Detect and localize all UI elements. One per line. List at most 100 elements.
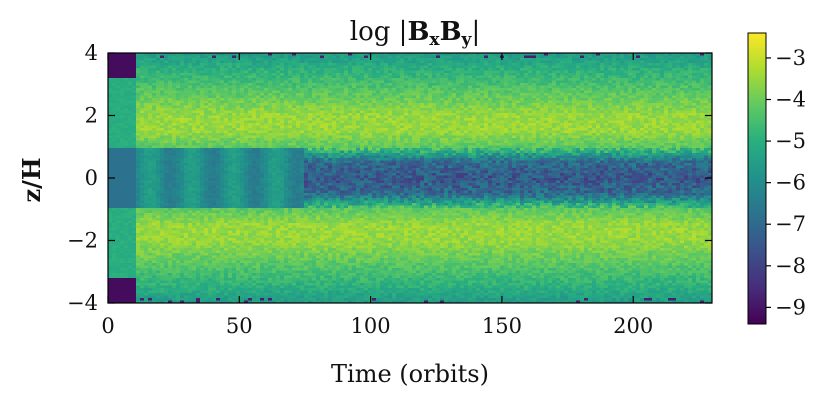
- heatmap-cell: [368, 78, 373, 82]
- heatmap-cell: [360, 53, 365, 57]
- heatmap-cell: [416, 65, 421, 69]
- heatmap-cell: [608, 65, 613, 69]
- heatmap-cell: [540, 88, 545, 92]
- heatmap-cell: [160, 53, 165, 57]
- heatmap-cell: [304, 73, 309, 77]
- heatmap-cell: [656, 88, 661, 92]
- heatmap-cell: [160, 65, 165, 69]
- heatmap-cell: [332, 85, 337, 89]
- heatmap-cell: [516, 78, 521, 82]
- heatmap-cell: [592, 73, 597, 77]
- heatmap-cell: [680, 55, 685, 59]
- heatmap-cell: [140, 65, 145, 69]
- heatmap-cell: [216, 53, 221, 57]
- heatmap-cell: [624, 85, 629, 89]
- heatmap-cell: [616, 73, 621, 77]
- heatmap-cell: [164, 63, 169, 67]
- heatmap-cell: [332, 53, 337, 57]
- heatmap-cell: [108, 73, 113, 77]
- heatmap-cell: [348, 78, 353, 82]
- heatmap-cell: [348, 55, 353, 59]
- heatmap-cell: [280, 78, 285, 82]
- heatmap-cell: [432, 78, 437, 82]
- heatmap-cell: [512, 68, 517, 72]
- heatmap-cell: [344, 55, 349, 59]
- heatmap-cell: [332, 70, 337, 74]
- heatmap-cell: [396, 55, 401, 59]
- heatmap-cell: [512, 83, 517, 87]
- heatmap-cell: [368, 88, 373, 92]
- heatmap-cell: [124, 73, 129, 77]
- heatmap-cell: [408, 78, 413, 82]
- heatmap-cell: [644, 85, 649, 89]
- heatmap-cell: [180, 78, 185, 82]
- heatmap-cell: [616, 85, 621, 89]
- heatmap-cell: [364, 73, 369, 77]
- heatmap-cell: [220, 58, 225, 62]
- heatmap-cell: [336, 53, 341, 57]
- heatmap-cell: [140, 85, 145, 89]
- heatmap-cell: [676, 75, 681, 79]
- heatmap-cell: [564, 80, 569, 84]
- heatmap-cell: [532, 75, 537, 79]
- heatmap-cell: [372, 53, 377, 57]
- heatmap-cell: [544, 75, 549, 79]
- heatmap-cell: [660, 75, 665, 79]
- heatmap-cell: [356, 83, 361, 87]
- heatmap-cell: [168, 58, 173, 62]
- heatmap-cell: [516, 80, 521, 84]
- heatmap-cell: [472, 58, 477, 62]
- heatmap-cell: [264, 88, 269, 92]
- heatmap-cell: [116, 65, 121, 69]
- heatmap-cell: [352, 68, 357, 72]
- heatmap-cell: [380, 83, 385, 87]
- heatmap-cell: [160, 68, 165, 72]
- heatmap-cell: [228, 63, 233, 67]
- heatmap-cell: [236, 73, 241, 77]
- heatmap-cell: [152, 68, 157, 72]
- heatmap-cell: [464, 68, 469, 72]
- heatmap-cell: [692, 73, 697, 77]
- heatmap-cell: [668, 75, 673, 79]
- heatmap-cell: [412, 75, 417, 79]
- heatmap-cell: [632, 58, 637, 62]
- heatmap-cell: [204, 70, 209, 74]
- heatmap-cell: [248, 85, 253, 89]
- heatmap-cell: [580, 63, 585, 67]
- heatmap-cell: [352, 88, 357, 92]
- heatmap-cell: [356, 80, 361, 84]
- heatmap-cell: [192, 53, 197, 57]
- heatmap-cell: [472, 83, 477, 87]
- heatmap-cell: [496, 65, 501, 69]
- heatmap-cell: [540, 70, 545, 74]
- heatmap-cell: [592, 68, 597, 72]
- heatmap-cell: [628, 83, 633, 87]
- heatmap-cell: [416, 85, 421, 89]
- heatmap-cell: [584, 80, 589, 84]
- heatmap-cell: [292, 80, 297, 84]
- heatmap-cell: [256, 63, 261, 67]
- heatmap-cell: [272, 58, 277, 62]
- heatmap-cell: [368, 83, 373, 87]
- heatmap-cell: [244, 75, 249, 79]
- heatmap-cell: [272, 73, 277, 77]
- heatmap-cell: [556, 65, 561, 69]
- heatmap-cell: [132, 83, 137, 87]
- heatmap-cell: [244, 78, 249, 82]
- heatmap-cell: [496, 73, 501, 77]
- heatmap-cell: [528, 78, 533, 82]
- heatmap-cell: [192, 63, 197, 67]
- heatmap-cell: [668, 63, 673, 67]
- heatmap-cell: [244, 88, 249, 92]
- heatmap-cell: [156, 75, 161, 79]
- heatmap-cell: [576, 60, 581, 64]
- heatmap-cell: [508, 68, 513, 72]
- heatmap-cell: [544, 88, 549, 92]
- heatmap-cell: [312, 75, 317, 79]
- heatmap-cell: [312, 70, 317, 74]
- heatmap-cell: [208, 80, 213, 84]
- heatmap-cell: [648, 70, 653, 74]
- heatmap-cell: [452, 53, 457, 57]
- heatmap-cell: [184, 78, 189, 82]
- heatmap-cell: [200, 75, 205, 79]
